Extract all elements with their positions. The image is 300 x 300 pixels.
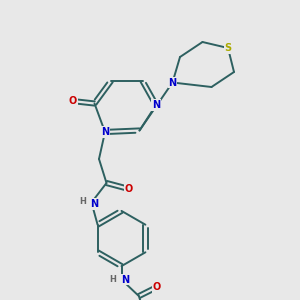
- Text: N: N: [121, 274, 129, 285]
- Text: N: N: [168, 77, 177, 88]
- Text: O: O: [69, 96, 77, 106]
- Text: N: N: [90, 199, 99, 209]
- Text: N: N: [101, 127, 109, 137]
- Text: O: O: [153, 282, 161, 292]
- Text: H: H: [110, 275, 116, 284]
- Text: N: N: [152, 100, 160, 110]
- Text: H: H: [80, 196, 86, 206]
- Text: O: O: [125, 184, 133, 194]
- Text: S: S: [224, 43, 232, 53]
